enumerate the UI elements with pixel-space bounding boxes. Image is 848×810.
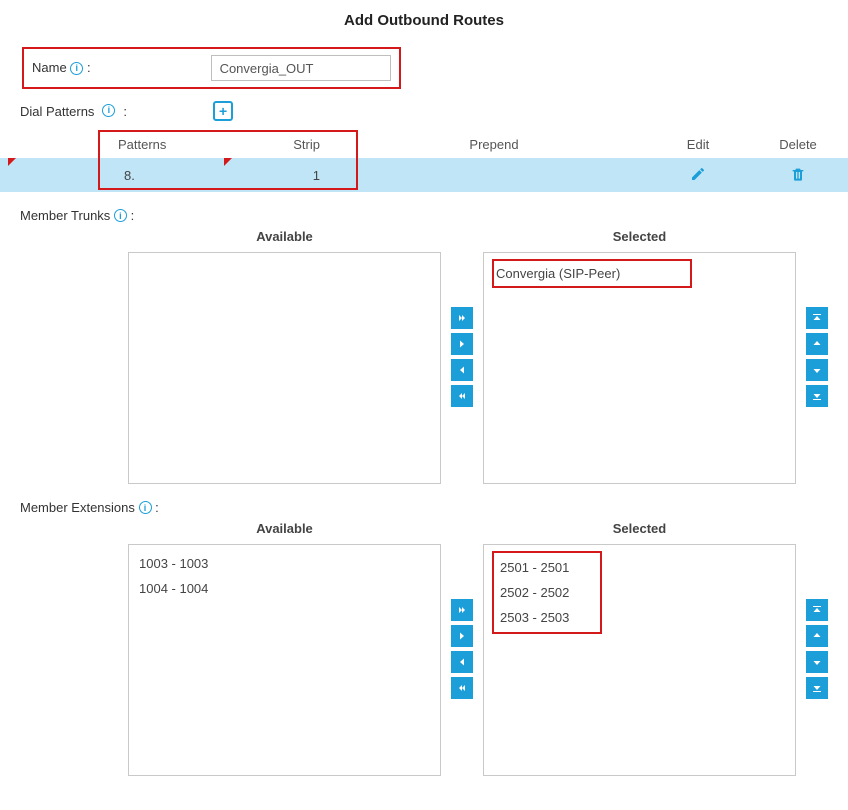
info-icon[interactable]: i (70, 62, 83, 75)
col-header-strip: Strip (200, 137, 340, 152)
dial-patterns-label: Dial Patterns (20, 104, 94, 119)
info-icon[interactable]: i (102, 104, 115, 117)
member-extensions-text: Member Extensions (20, 500, 135, 515)
move-left-button[interactable] (451, 359, 473, 381)
col-header-edit: Edit (648, 137, 748, 152)
move-top-button[interactable] (806, 307, 828, 329)
edit-button[interactable] (648, 166, 748, 185)
move-down-button[interactable] (806, 359, 828, 381)
move-down-button[interactable] (806, 651, 828, 673)
info-icon[interactable]: i (114, 209, 127, 222)
move-all-left-button[interactable] (451, 677, 473, 699)
name-label: Name (32, 60, 67, 75)
name-annotation-box: Name i : (22, 47, 401, 89)
available-title: Available (128, 521, 441, 544)
delete-button[interactable] (748, 166, 848, 185)
dial-patterns-row: Dial Patterns i : + (0, 97, 848, 125)
selected-title: Selected (483, 229, 796, 252)
page-title: Add Outbound Routes (0, 0, 848, 47)
member-extensions-label: Member Extensions i : (0, 484, 848, 521)
list-item[interactable]: 2501 - 2501 (498, 555, 596, 580)
patterns-table: Patterns Strip Prepend Edit Delete 8. 1 (0, 131, 848, 192)
move-bottom-button[interactable] (806, 385, 828, 407)
available-listbox[interactable] (128, 252, 441, 484)
move-right-button[interactable] (451, 333, 473, 355)
selected-listbox[interactable]: Convergia (SIP-Peer) (483, 252, 796, 484)
member-trunks-dual-list: Available Selected Convergia (SIP-Peer) (0, 229, 848, 484)
move-up-button[interactable] (806, 625, 828, 647)
order-buttons (806, 229, 828, 407)
move-all-right-button[interactable] (451, 599, 473, 621)
list-item[interactable]: Convergia (SIP-Peer) (492, 259, 692, 288)
move-bottom-button[interactable] (806, 677, 828, 699)
name-row: Name i : (0, 47, 848, 89)
colon: : (87, 60, 91, 75)
annotation-box: 2501 - 2501 2502 - 2502 2503 - 2503 (492, 551, 602, 634)
name-input[interactable] (211, 55, 391, 81)
cell-pattern: 8. (0, 168, 200, 183)
selected-title: Selected (483, 521, 796, 544)
colon: : (155, 500, 159, 515)
selected-listbox[interactable]: 2501 - 2501 2502 - 2502 2503 - 2503 (483, 544, 796, 776)
move-all-left-button[interactable] (451, 385, 473, 407)
trash-icon (790, 170, 806, 185)
shuttle-buttons (451, 229, 473, 407)
cell-strip: 1 (200, 168, 340, 183)
selected-column: Selected 2501 - 2501 2502 - 2502 2503 - … (483, 521, 796, 776)
colon: : (131, 208, 135, 223)
add-pattern-button[interactable]: + (213, 101, 233, 121)
available-listbox[interactable]: 1003 - 1003 1004 - 1004 (128, 544, 441, 776)
move-left-button[interactable] (451, 651, 473, 673)
move-up-button[interactable] (806, 333, 828, 355)
move-top-button[interactable] (806, 599, 828, 621)
available-title: Available (128, 229, 441, 252)
patterns-header-row: Patterns Strip Prepend Edit Delete (0, 131, 848, 158)
move-all-right-button[interactable] (451, 307, 473, 329)
selected-column: Selected Convergia (SIP-Peer) (483, 229, 796, 484)
colon: : (123, 104, 127, 119)
annotation-tick (224, 158, 232, 166)
col-header-delete: Delete (748, 137, 848, 152)
list-item[interactable]: 1003 - 1003 (137, 551, 432, 576)
list-item[interactable]: 2503 - 2503 (498, 605, 596, 630)
list-item[interactable]: 1004 - 1004 (137, 576, 432, 601)
member-trunks-label: Member Trunks i : (0, 192, 848, 229)
annotation-tick (8, 158, 16, 166)
info-icon[interactable]: i (139, 501, 152, 514)
table-row[interactable]: 8. 1 (0, 158, 848, 192)
pencil-icon (690, 170, 706, 185)
move-right-button[interactable] (451, 625, 473, 647)
col-header-patterns: Patterns (0, 137, 200, 152)
member-trunks-text: Member Trunks (20, 208, 110, 223)
list-item[interactable]: 2502 - 2502 (498, 580, 596, 605)
shuttle-buttons (451, 521, 473, 699)
available-column: Available 1003 - 1003 1004 - 1004 (128, 521, 441, 776)
col-header-prepend: Prepend (340, 137, 648, 152)
available-column: Available (128, 229, 441, 484)
order-buttons (806, 521, 828, 699)
member-extensions-dual-list: Available 1003 - 1003 1004 - 1004 Select… (0, 521, 848, 776)
